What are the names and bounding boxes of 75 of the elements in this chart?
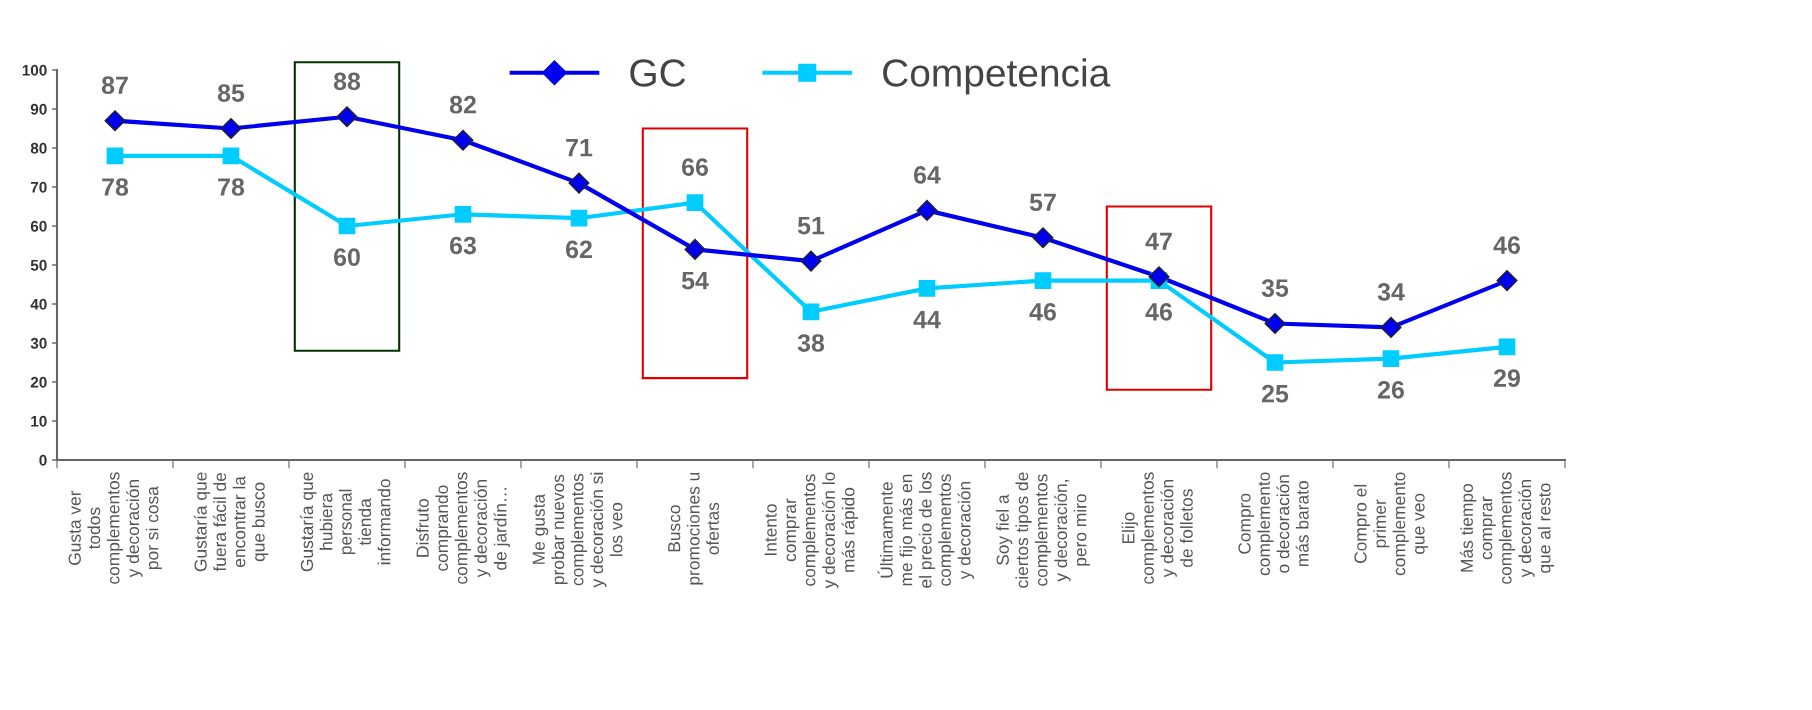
y-tick-label: 60 — [30, 220, 47, 232]
point — [1266, 354, 1284, 371]
data-label: 25 — [1261, 384, 1289, 403]
point — [916, 199, 938, 221]
point — [1380, 316, 1402, 338]
y-tick-label: 50 — [30, 259, 47, 271]
data-label: 46 — [1493, 236, 1520, 254]
data-label: 87 — [101, 76, 128, 95]
point — [104, 110, 126, 132]
data-label: 46 — [1145, 302, 1172, 321]
point — [454, 205, 472, 223]
point — [336, 106, 358, 128]
point — [918, 280, 936, 297]
data-label: 38 — [797, 334, 825, 352]
y-tick-label: 20 — [30, 376, 47, 388]
point — [452, 129, 474, 151]
x-tick-label: Gusta ver todos complementos y decoración por si cosa — [68, 472, 162, 584]
x-tick-label: Compro complemento o decoración más barato — [1238, 472, 1309, 576]
point — [338, 217, 356, 235]
y-tick-label: 40 — [30, 298, 47, 310]
point — [1034, 272, 1052, 289]
point — [1264, 312, 1286, 335]
x-tick-label: Busco promociones u ofertas — [668, 472, 719, 585]
point — [1498, 338, 1516, 356]
data-label: 54 — [681, 272, 709, 290]
point — [802, 303, 820, 321]
x-tick-label: Gustaría que fuera fácil de encontrar la que busco — [193, 472, 269, 572]
data-label: 78 — [218, 178, 245, 196]
legend-label: Competencia — [883, 58, 1111, 95]
data-label: 82 — [449, 95, 476, 114]
data-label: 26 — [1377, 380, 1404, 399]
y-tick-label: 90 — [30, 103, 47, 115]
legend-label: GC — [630, 59, 686, 87]
data-label: 29 — [1493, 369, 1520, 387]
point — [1496, 270, 1518, 292]
y-tick-label: 80 — [30, 142, 47, 154]
x-tick-label: Compro el primer complemento que veo — [1353, 472, 1429, 576]
point — [222, 147, 240, 165]
x-tick-label: Gustaría que hubiera personal tienda informando — [300, 472, 391, 572]
data-label: 46 — [1029, 302, 1056, 321]
data-label: 66 — [682, 158, 708, 176]
data-label: 78 — [102, 178, 129, 196]
y-tick-label: 100 — [22, 64, 47, 76]
data-label: 85 — [217, 84, 245, 102]
data-label: 88 — [333, 72, 361, 91]
data-label: 34 — [1377, 283, 1405, 301]
y-tick-label: 10 — [31, 415, 47, 427]
data-label: 64 — [914, 166, 941, 184]
y-tick-label: 70 — [30, 181, 47, 193]
point — [570, 209, 588, 227]
x-tick-label: Me gusta probar nuevos complementos y decoración si los veo — [532, 472, 623, 588]
data-label: 47 — [1145, 232, 1172, 250]
point — [1148, 266, 1170, 288]
point — [1032, 227, 1054, 249]
x-tick-label: Soy fiel a ciertos tipos de complementos y decoración, pero miro — [996, 472, 1090, 588]
point — [220, 117, 242, 140]
y-tick-label: 0 — [39, 454, 47, 466]
data-label: 63 — [450, 236, 476, 255]
point — [568, 172, 590, 194]
data-label: 35 — [1261, 279, 1289, 297]
point — [800, 250, 822, 272]
x-tick-label: Elijo complementos y decoración de folletos — [1121, 472, 1193, 584]
data-label: 44 — [913, 311, 941, 329]
y-tick-label: 30 — [30, 337, 47, 349]
data-label: 51 — [797, 217, 825, 235]
data-label: 62 — [566, 240, 592, 259]
point — [1382, 350, 1400, 367]
data-label: 57 — [1029, 193, 1056, 212]
point — [686, 194, 704, 211]
point — [106, 147, 124, 165]
data-label: 60 — [334, 248, 360, 267]
x-tick-label: Más tiempo comprar complementos y decoración que al resto — [1460, 472, 1554, 584]
x-tick-label: Disfruto comprando complementos y decoración de jardín… — [416, 472, 510, 584]
data-label: 71 — [566, 139, 593, 157]
point — [684, 238, 706, 260]
